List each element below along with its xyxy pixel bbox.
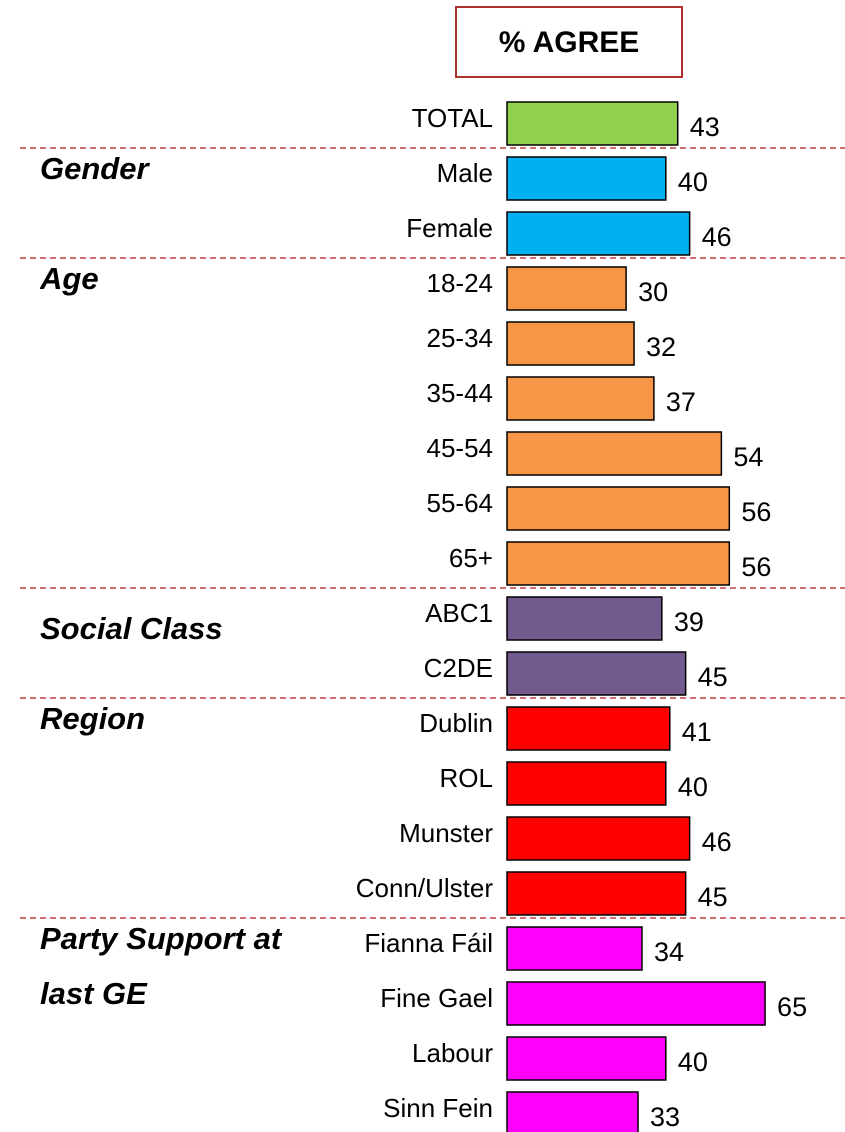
group-label: Age [40, 261, 99, 296]
category-label: 45-54 [427, 433, 494, 463]
value-label: 46 [702, 222, 732, 252]
category-label: Female [406, 213, 493, 243]
category-label: C2DE [424, 653, 493, 683]
group-label-box: Party Support at last GE [40, 921, 282, 1011]
value-label: 32 [646, 332, 676, 362]
bar [506, 486, 731, 531]
bar [506, 266, 627, 311]
bar [506, 431, 723, 476]
bar [506, 211, 691, 256]
bar [506, 321, 635, 366]
category-label: Male [437, 158, 493, 188]
group-label: Social Class [40, 611, 223, 646]
bar [506, 926, 643, 971]
chart-title: % AGREE [499, 26, 640, 59]
category-label: Conn/Ulster [356, 873, 494, 903]
group-label: Region [40, 701, 146, 736]
bar [506, 706, 671, 751]
group-label-box: Social Class [40, 611, 223, 646]
category-label: 35-44 [427, 378, 494, 408]
bar [506, 376, 655, 421]
value-label: 54 [733, 442, 763, 472]
category-label: Munster [399, 818, 493, 848]
category-label: 25-34 [427, 323, 494, 353]
category-label: 18-24 [427, 268, 494, 298]
group-label: Gender [40, 151, 149, 186]
value-label: 34 [654, 937, 684, 967]
group-label-box: Age [40, 261, 99, 296]
category-label: 55-64 [427, 488, 494, 518]
group-label-box: Gender [40, 151, 149, 186]
category-label: 65+ [449, 543, 493, 573]
group-label-box: Region [40, 701, 146, 736]
value-label: 65 [777, 992, 807, 1022]
category-label: Fianna Fáil [364, 928, 493, 958]
bar [506, 981, 766, 1026]
category-label: Dublin [419, 708, 493, 738]
value-label: 37 [666, 387, 696, 417]
bar [506, 761, 667, 806]
title-box [455, 6, 683, 78]
bar [506, 871, 687, 916]
bar [506, 651, 687, 696]
bar [506, 156, 667, 201]
category-label: TOTAL [412, 103, 493, 133]
value-label: 40 [678, 167, 708, 197]
bar [506, 101, 679, 146]
category-label: ROL [440, 763, 493, 793]
category-label: Fine Gael [380, 983, 493, 1013]
category-label: Sinn Fein [383, 1093, 493, 1123]
value-label: 45 [698, 662, 728, 692]
bar [506, 541, 731, 586]
category-label: ABC1 [425, 598, 493, 628]
value-label: 45 [698, 882, 728, 912]
value-label: 56 [741, 552, 771, 582]
bar [506, 596, 663, 641]
value-label: 43 [690, 112, 720, 142]
value-label: 40 [678, 1047, 708, 1077]
value-label: 30 [638, 277, 668, 307]
bar [506, 1091, 639, 1132]
bar [506, 816, 691, 861]
value-label: 33 [650, 1102, 680, 1132]
bar [506, 1036, 667, 1081]
group-label: Party Support at last GE [40, 921, 282, 1011]
value-label: 46 [702, 827, 732, 857]
value-label: 39 [674, 607, 704, 637]
value-label: 56 [741, 497, 771, 527]
value-label: 40 [678, 772, 708, 802]
value-label: 41 [682, 717, 712, 747]
category-label: Labour [412, 1038, 493, 1068]
